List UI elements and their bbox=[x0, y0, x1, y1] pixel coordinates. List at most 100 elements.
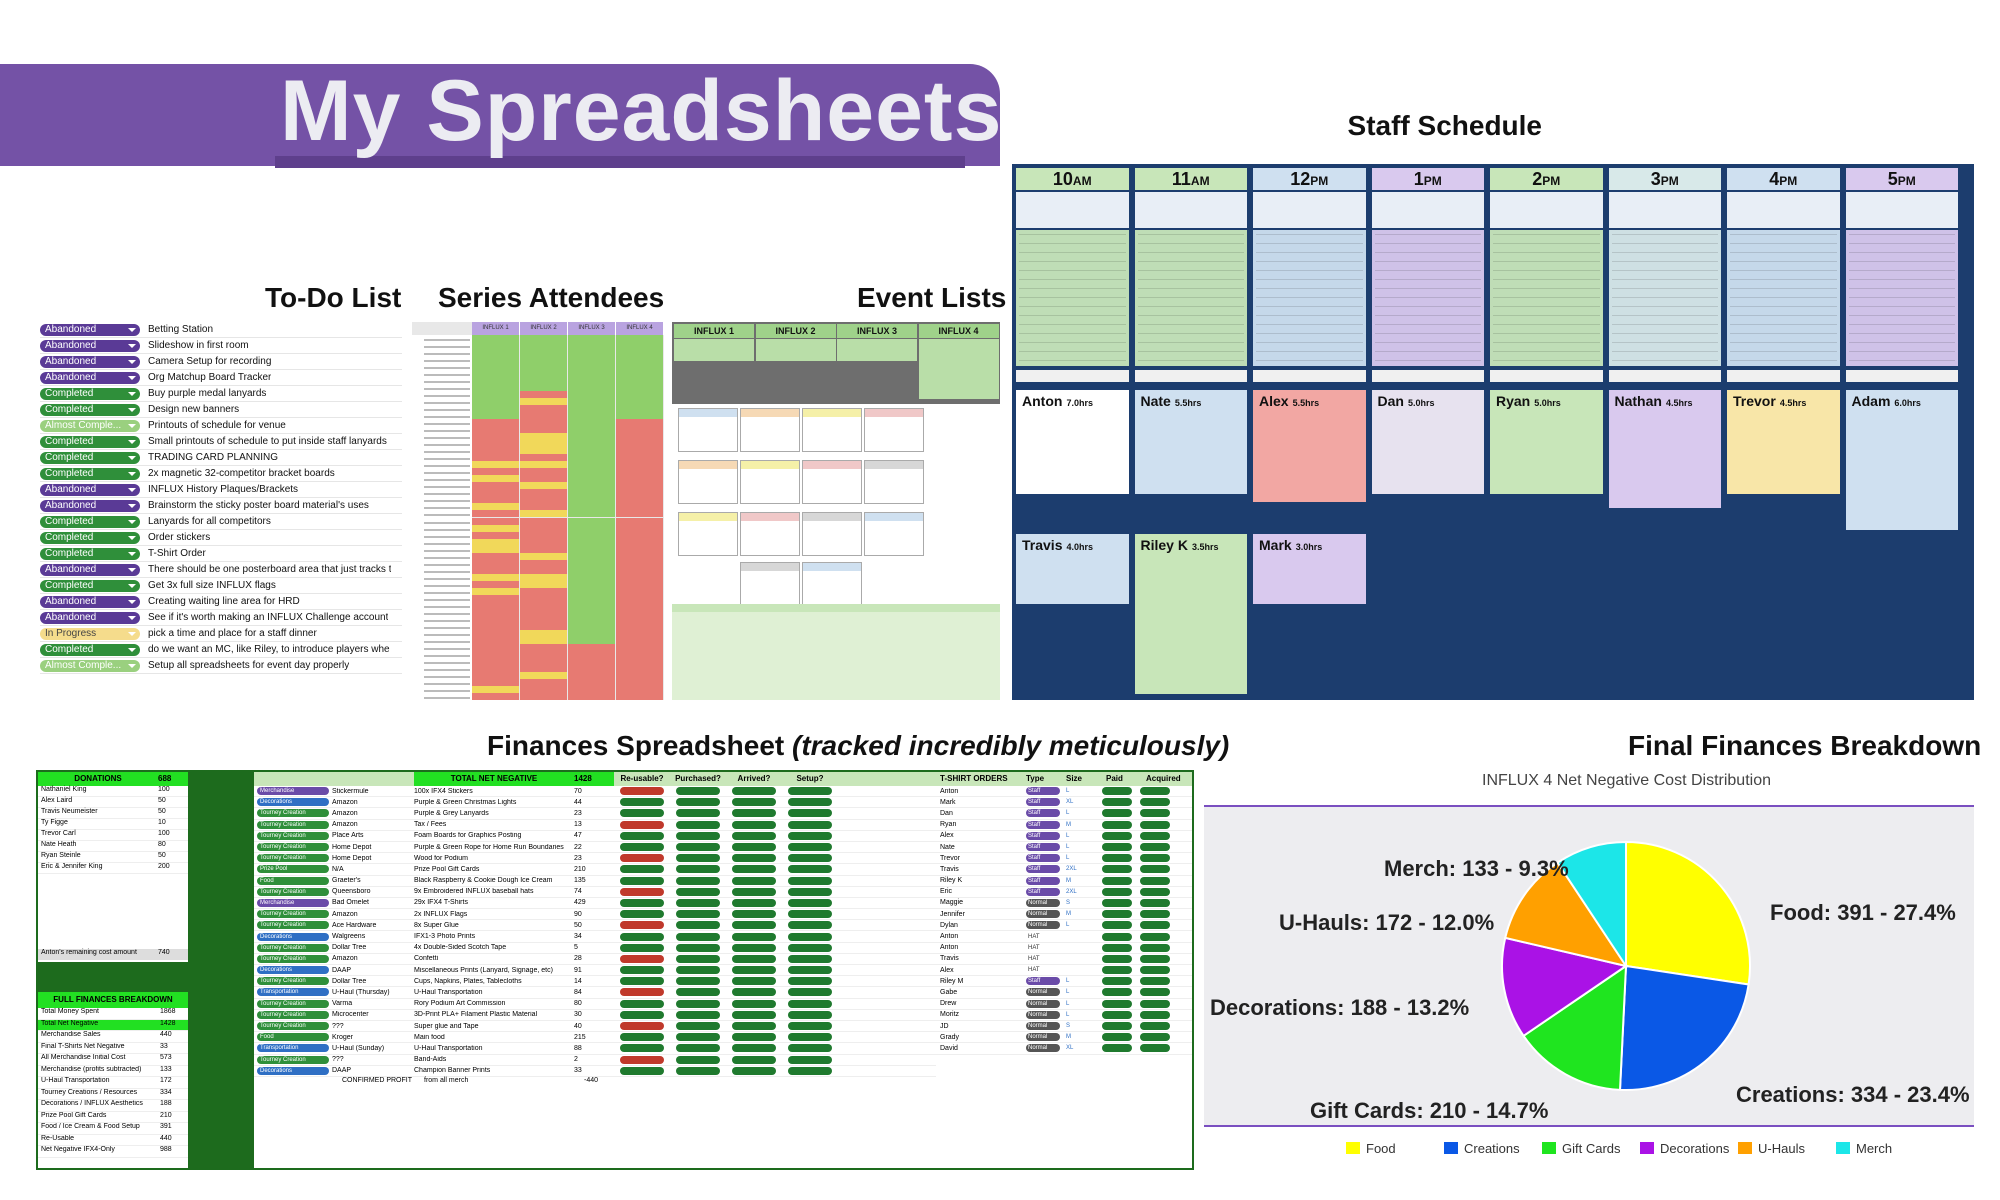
yes-no-dropdown[interactable] bbox=[620, 1066, 664, 1075]
paid-dropdown[interactable] bbox=[1102, 854, 1132, 863]
yes-no-dropdown[interactable] bbox=[788, 910, 832, 919]
shirt-type-dropdown[interactable]: Normal bbox=[1026, 988, 1060, 997]
category-dropdown[interactable]: Tourney Creation bbox=[257, 1022, 329, 1031]
paid-dropdown[interactable] bbox=[1102, 999, 1132, 1008]
acquired-dropdown[interactable] bbox=[1140, 843, 1170, 852]
acquired-dropdown[interactable] bbox=[1140, 798, 1170, 807]
yes-no-dropdown[interactable] bbox=[732, 1010, 776, 1019]
shirt-type-dropdown[interactable]: Staff bbox=[1026, 798, 1060, 807]
yes-no-dropdown[interactable] bbox=[620, 898, 664, 907]
shirt-size-dropdown[interactable]: S bbox=[1066, 899, 1071, 906]
category-dropdown[interactable]: Tourney Creation bbox=[257, 854, 329, 863]
yes-no-dropdown[interactable] bbox=[788, 898, 832, 907]
paid-dropdown[interactable] bbox=[1102, 865, 1132, 874]
yes-no-dropdown[interactable] bbox=[788, 887, 832, 896]
status-dropdown[interactable]: In Progress bbox=[40, 627, 140, 640]
yes-no-dropdown[interactable] bbox=[620, 988, 664, 997]
category-dropdown[interactable]: Tourney Creation bbox=[257, 910, 329, 919]
status-dropdown[interactable]: Completed bbox=[40, 643, 140, 656]
shirt-size-dropdown[interactable]: M bbox=[1066, 821, 1071, 828]
shirt-size-dropdown[interactable]: S bbox=[1066, 1023, 1071, 1030]
shirt-size-dropdown[interactable]: L bbox=[1066, 1011, 1070, 1018]
status-dropdown[interactable]: Abandoned bbox=[40, 595, 140, 608]
category-dropdown[interactable]: Transportation bbox=[257, 988, 329, 997]
category-dropdown[interactable]: Tourney Creation bbox=[257, 921, 329, 930]
yes-no-dropdown[interactable] bbox=[788, 809, 832, 818]
yes-no-dropdown[interactable] bbox=[676, 809, 720, 818]
paid-dropdown[interactable] bbox=[1102, 921, 1132, 930]
yes-no-dropdown[interactable] bbox=[732, 887, 776, 896]
shirt-type-dropdown[interactable]: Staff bbox=[1026, 865, 1060, 874]
status-dropdown[interactable]: Abandoned bbox=[40, 371, 140, 384]
shirt-size-dropdown[interactable]: L bbox=[1066, 832, 1070, 839]
shirt-size-dropdown[interactable]: L bbox=[1066, 922, 1070, 929]
yes-no-dropdown[interactable] bbox=[732, 854, 776, 863]
category-dropdown[interactable]: Merchandise bbox=[257, 787, 329, 796]
status-dropdown[interactable]: Completed bbox=[40, 547, 140, 560]
yes-no-dropdown[interactable] bbox=[732, 876, 776, 885]
shirt-size-dropdown[interactable]: L bbox=[1066, 810, 1070, 817]
paid-dropdown[interactable] bbox=[1102, 1022, 1132, 1031]
yes-no-dropdown[interactable] bbox=[788, 1022, 832, 1031]
paid-dropdown[interactable] bbox=[1102, 787, 1132, 796]
yes-no-dropdown[interactable] bbox=[788, 831, 832, 840]
category-dropdown[interactable]: Tourney Creation bbox=[257, 843, 329, 852]
category-dropdown[interactable]: Tourney Creation bbox=[257, 954, 329, 963]
acquired-dropdown[interactable] bbox=[1140, 999, 1170, 1008]
shirt-size-dropdown[interactable]: XL bbox=[1066, 1045, 1074, 1052]
yes-no-dropdown[interactable] bbox=[620, 1044, 664, 1053]
paid-dropdown[interactable] bbox=[1102, 943, 1132, 952]
yes-no-dropdown[interactable] bbox=[788, 1010, 832, 1019]
acquired-dropdown[interactable] bbox=[1140, 1010, 1170, 1019]
acquired-dropdown[interactable] bbox=[1140, 932, 1170, 941]
yes-no-dropdown[interactable] bbox=[676, 977, 720, 986]
yes-no-dropdown[interactable] bbox=[676, 999, 720, 1008]
shirt-type-dropdown[interactable]: Normal bbox=[1026, 910, 1060, 919]
shirt-size-dropdown[interactable]: XL bbox=[1066, 799, 1074, 806]
yes-no-dropdown[interactable] bbox=[676, 820, 720, 829]
yes-no-dropdown[interactable] bbox=[620, 932, 664, 941]
shirt-type-dropdown[interactable]: Staff bbox=[1026, 977, 1060, 986]
yes-no-dropdown[interactable] bbox=[732, 865, 776, 874]
shirt-size-dropdown[interactable]: M bbox=[1066, 877, 1071, 884]
paid-dropdown[interactable] bbox=[1102, 977, 1132, 986]
yes-no-dropdown[interactable] bbox=[732, 831, 776, 840]
yes-no-dropdown[interactable] bbox=[676, 854, 720, 863]
shirt-type-dropdown[interactable]: Normal bbox=[1026, 921, 1060, 930]
paid-dropdown[interactable] bbox=[1102, 831, 1132, 840]
acquired-dropdown[interactable] bbox=[1140, 887, 1170, 896]
yes-no-dropdown[interactable] bbox=[788, 932, 832, 941]
shirt-type-dropdown[interactable]: Staff bbox=[1026, 809, 1060, 818]
status-dropdown[interactable]: Abandoned bbox=[40, 499, 140, 512]
status-dropdown[interactable]: Completed bbox=[40, 515, 140, 528]
yes-no-dropdown[interactable] bbox=[676, 988, 720, 997]
yes-no-dropdown[interactable] bbox=[732, 999, 776, 1008]
yes-no-dropdown[interactable] bbox=[676, 910, 720, 919]
yes-no-dropdown[interactable] bbox=[620, 910, 664, 919]
yes-no-dropdown[interactable] bbox=[620, 787, 664, 796]
category-dropdown[interactable]: Tourney Creation bbox=[257, 943, 329, 952]
status-dropdown[interactable]: Completed bbox=[40, 467, 140, 480]
shirt-type-dropdown[interactable]: Normal bbox=[1026, 1022, 1060, 1031]
status-dropdown[interactable]: Abandoned bbox=[40, 563, 140, 576]
yes-no-dropdown[interactable] bbox=[732, 921, 776, 930]
shirt-type-dropdown[interactable]: Normal bbox=[1026, 1033, 1060, 1042]
yes-no-dropdown[interactable] bbox=[732, 910, 776, 919]
paid-dropdown[interactable] bbox=[1102, 910, 1132, 919]
category-dropdown[interactable]: Tourney Creation bbox=[257, 809, 329, 818]
yes-no-dropdown[interactable] bbox=[676, 966, 720, 975]
paid-dropdown[interactable] bbox=[1102, 932, 1132, 941]
paid-dropdown[interactable] bbox=[1102, 798, 1132, 807]
shirt-size-dropdown[interactable]: 2XL bbox=[1066, 888, 1077, 895]
yes-no-dropdown[interactable] bbox=[620, 977, 664, 986]
shirt-size-dropdown[interactable]: M bbox=[1066, 1034, 1071, 1041]
shirt-type-dropdown[interactable]: Staff bbox=[1026, 887, 1060, 896]
paid-dropdown[interactable] bbox=[1102, 820, 1132, 829]
shirt-type-dropdown[interactable]: HAT bbox=[1026, 932, 1060, 941]
acquired-dropdown[interactable] bbox=[1140, 809, 1170, 818]
status-dropdown[interactable]: Abandoned bbox=[40, 483, 140, 496]
paid-dropdown[interactable] bbox=[1102, 954, 1132, 963]
yes-no-dropdown[interactable] bbox=[676, 1033, 720, 1042]
status-dropdown[interactable]: Completed bbox=[40, 531, 140, 544]
yes-no-dropdown[interactable] bbox=[788, 1033, 832, 1042]
